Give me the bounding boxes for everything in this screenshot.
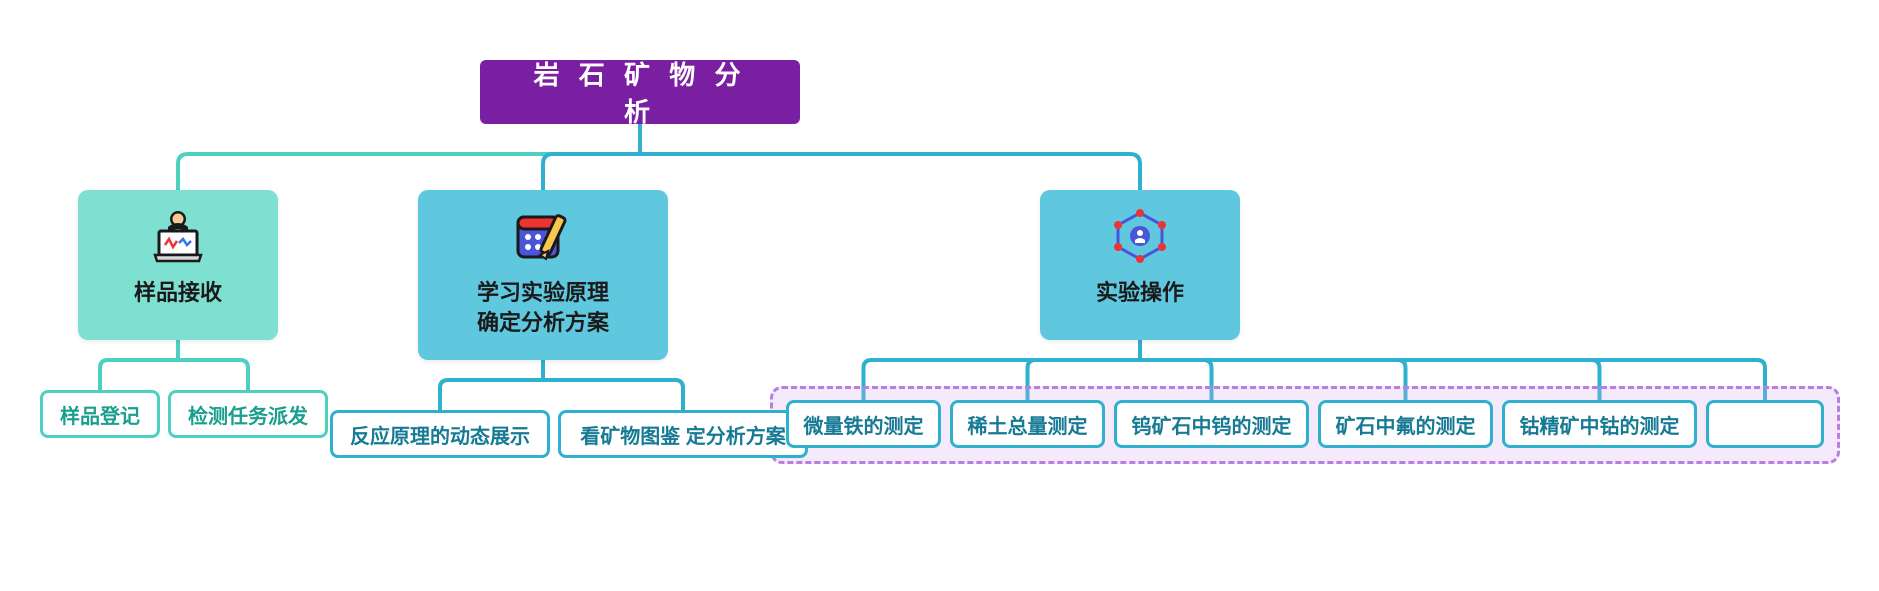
leaf-node: 钨矿石中钨的测定 [1114, 400, 1309, 448]
leaf-node [1706, 400, 1824, 448]
leaf-node: 看矿物图鉴 定分析方案 [558, 410, 808, 458]
root-node: 岩 石 矿 物 分 析 [480, 60, 800, 124]
leaf-node: 检测任务派发 [168, 390, 328, 438]
leaf-node: 反应原理的动态展示 [330, 410, 550, 458]
leaf-node: 微量铁的测定 [786, 400, 941, 448]
branch-title: 学习实验原理 确定分析方案 [436, 278, 650, 337]
leaf-node: 稀土总量测定 [950, 400, 1105, 448]
branch-sample: 样品接收 [78, 190, 278, 340]
branch-title: 样品接收 [96, 278, 260, 308]
branch-experiment: 实验操作 [1040, 190, 1240, 340]
leaf-node: 矿石中氟的测定 [1318, 400, 1493, 448]
hexagon-network-icon [1058, 206, 1222, 266]
leaf-node: 钴精矿中钴的测定 [1502, 400, 1697, 448]
calendar-pencil-icon [436, 206, 650, 266]
title-line-2: 确定分析方案 [477, 310, 609, 335]
connector-lines [0, 0, 1879, 591]
branch-study: 学习实验原理 确定分析方案 [418, 190, 668, 360]
title-line-1: 学习实验原理 [477, 280, 609, 305]
branch-title: 实验操作 [1058, 278, 1222, 308]
leaf-node: 样品登记 [40, 390, 160, 438]
laptop-person-icon [96, 206, 260, 266]
